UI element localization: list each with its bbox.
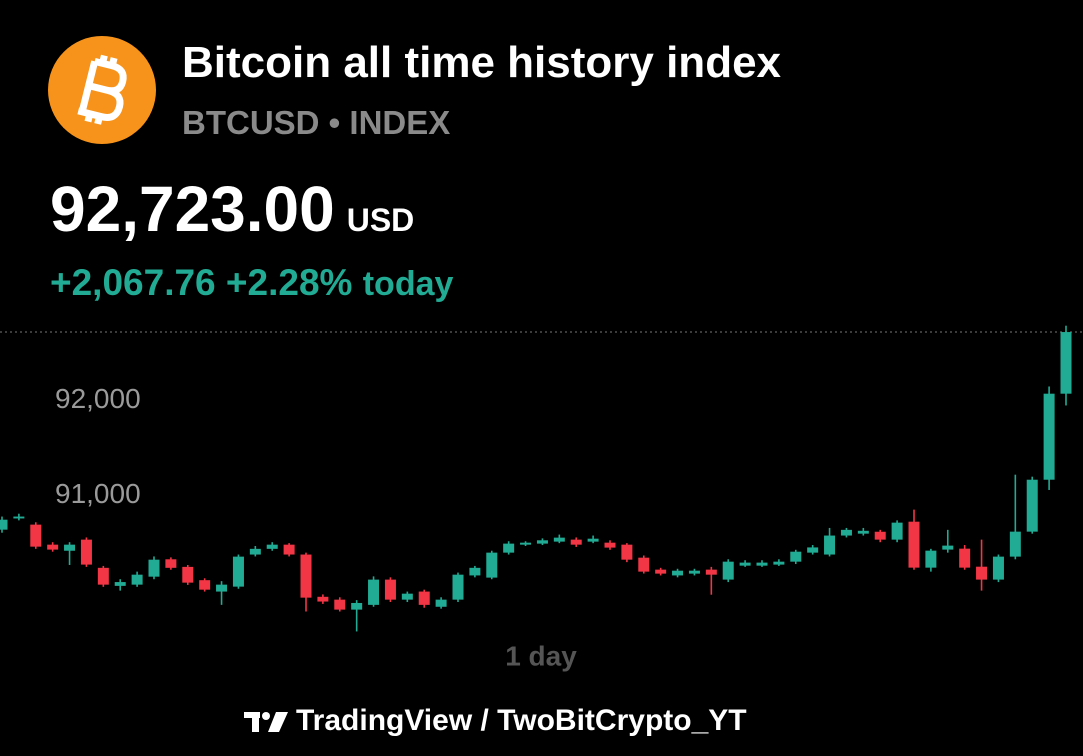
candle-body bbox=[824, 535, 836, 555]
change: +2,067.76 +2.28% today bbox=[50, 262, 453, 304]
candle-body bbox=[182, 566, 194, 583]
y-tick-label: 92,000 bbox=[55, 383, 141, 414]
candle-body bbox=[604, 542, 616, 548]
candle-body bbox=[80, 539, 92, 565]
candle-body bbox=[283, 544, 295, 555]
candle-body bbox=[334, 599, 346, 610]
candle-body bbox=[722, 561, 734, 580]
exchange: INDEX bbox=[349, 104, 451, 141]
candle-body bbox=[942, 545, 954, 550]
candle-body bbox=[992, 556, 1004, 580]
candle-body bbox=[216, 584, 228, 592]
candle-body bbox=[925, 550, 937, 568]
candle-body bbox=[891, 522, 903, 540]
candle-body bbox=[739, 562, 751, 566]
candle-body bbox=[114, 582, 126, 586]
currency: USD bbox=[346, 202, 415, 238]
candle-body bbox=[1009, 531, 1021, 557]
candle-body bbox=[232, 556, 244, 587]
symbol: BTCUSD bbox=[182, 104, 320, 141]
candle-body bbox=[384, 579, 396, 600]
candle-body bbox=[1043, 393, 1055, 480]
candle-body bbox=[148, 559, 160, 577]
candle-body bbox=[959, 548, 971, 568]
candle-body bbox=[469, 567, 481, 576]
candle-body bbox=[401, 593, 413, 600]
candle-body bbox=[536, 540, 548, 544]
change-abs: +2,067.76 bbox=[50, 262, 216, 303]
candle-body bbox=[807, 547, 819, 553]
candle-body bbox=[503, 543, 515, 553]
tradingview-logo bbox=[244, 712, 288, 732]
y-tick-label: 91,000 bbox=[55, 478, 141, 509]
candle-body bbox=[908, 521, 920, 568]
change-pct: +2.28% bbox=[225, 262, 353, 303]
candle-body bbox=[0, 519, 8, 530]
candle-body bbox=[64, 544, 76, 551]
candle-body bbox=[199, 580, 211, 590]
title: Bitcoin all time history index bbox=[182, 38, 782, 87]
subtitle: BTCUSD • INDEX bbox=[182, 104, 450, 142]
candle-body bbox=[773, 561, 785, 565]
candle-body bbox=[47, 544, 59, 550]
logo-part bbox=[252, 712, 259, 732]
candle-body bbox=[351, 602, 363, 610]
candle-body bbox=[857, 530, 869, 534]
candle-body bbox=[486, 552, 498, 578]
logo-glyph bbox=[77, 54, 127, 125]
candle-body bbox=[452, 574, 464, 600]
candle-body bbox=[1060, 332, 1072, 394]
candle-body bbox=[418, 591, 430, 605]
candle-body bbox=[672, 570, 684, 576]
candle-body bbox=[266, 544, 278, 549]
candle-body bbox=[97, 567, 109, 585]
attribution: TradingView / TwoBitCrypto_YT bbox=[296, 704, 747, 737]
candle-body bbox=[249, 548, 261, 555]
logo bbox=[48, 36, 156, 144]
candle-body bbox=[587, 538, 599, 542]
logo-part bbox=[262, 712, 270, 720]
separator: • bbox=[328, 104, 341, 141]
candle-body bbox=[165, 559, 177, 568]
candle-body bbox=[300, 554, 312, 598]
logo-part bbox=[268, 712, 288, 732]
candle-body bbox=[368, 579, 380, 605]
candle-body bbox=[638, 557, 650, 572]
candle-body bbox=[13, 516, 25, 519]
candle-body bbox=[621, 544, 633, 560]
candle-body bbox=[874, 531, 886, 540]
candle-body bbox=[553, 537, 565, 542]
candle-body bbox=[655, 569, 667, 574]
candle-body bbox=[520, 542, 532, 545]
candle-body bbox=[435, 599, 447, 607]
price: 92,723.00 USD bbox=[50, 172, 414, 246]
candle-body bbox=[317, 596, 329, 602]
plot-area: 91,000 92,000 bbox=[0, 325, 1083, 632]
candle-body bbox=[570, 539, 582, 545]
candle-body bbox=[840, 529, 852, 536]
candle-body bbox=[1026, 479, 1038, 532]
candle-body bbox=[30, 524, 42, 547]
price-value: 92,723.00 bbox=[50, 173, 335, 245]
candle-body bbox=[756, 562, 768, 566]
interval-label: 1 day bbox=[505, 640, 577, 671]
change-period: today bbox=[362, 265, 454, 303]
candle-body bbox=[131, 574, 143, 585]
candle-body bbox=[976, 566, 988, 580]
candle-body bbox=[688, 570, 700, 574]
candle-body bbox=[790, 551, 802, 562]
candle-body bbox=[705, 569, 717, 575]
